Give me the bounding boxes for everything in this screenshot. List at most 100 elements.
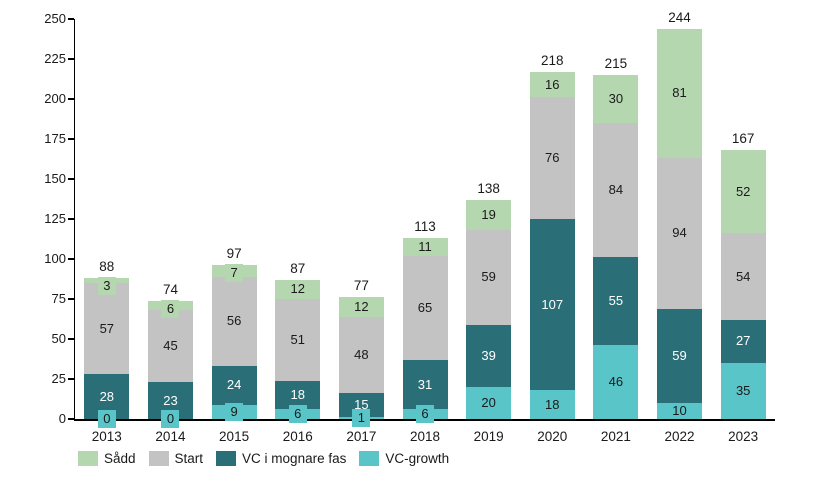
segment-value-label: 65 [417,299,433,315]
x-axis-tick-label: 2020 [537,429,568,444]
bar-segment-2022-sadd [657,28,703,159]
segment-value-label: 23 [163,392,178,408]
bar-total-label: 87 [290,260,306,276]
legend-item-start: Start [148,451,204,466]
bar-segment-2016-vc-i-mognare-fas [275,380,321,410]
x-axis-tick-label: 2018 [409,429,441,444]
legend-swatch-start [148,451,169,466]
y-axis-tick-label: 0 [58,411,66,426]
bar-segment-2017-start [338,316,384,394]
bar-segment-2020-vc-growth [529,390,575,419]
legend-label: VC i mognare fas [242,451,347,466]
segment-value-label: 94 [672,225,687,241]
bar-segment-2019-vc-growth [466,387,512,419]
bar-segment-2013-start [84,283,130,375]
x-axis-tick-label: 2016 [282,429,313,444]
segment-value-label: 56 [226,313,242,329]
y-axis-tick [67,18,74,20]
segment-value-label: 15 [354,397,369,413]
bar-segment-2014-start [147,310,193,383]
y-axis-tick-label: 25 [51,371,66,386]
legend-item-vc-growth: VC-growth [359,451,449,466]
bar-segment-2019-vc-i-mognare-fas [466,324,512,387]
bar-segment-2020-sadd [529,71,575,98]
segment-value-label: 81 [672,85,687,101]
segment-value-label: 35 [735,383,751,398]
bar-segment-2023-vc-growth [720,363,766,419]
y-axis-tick-label: 200 [44,91,66,106]
bar-total-label: 138 [477,180,500,196]
bar-segment-2022-vc-i-mognare-fas [657,308,703,403]
y-axis-tick [67,298,74,300]
segment-value-label: 76 [545,150,560,166]
segment-value-badge: 1 [352,409,371,428]
bar-segment-2017-sadd [338,297,384,317]
y-axis-tick [67,338,74,340]
legend-swatch-vc-i-mognare-fas [216,451,237,466]
segment-value-label: 48 [354,347,369,362]
x-axis-tick-label: 2015 [219,429,250,444]
y-axis-tick-label: 250 [44,11,66,26]
legend-swatch-sadd [78,451,98,466]
segment-value-badge: 0 [97,410,116,428]
segment-value-label: 18 [290,387,305,402]
segment-value-label: 59 [481,269,496,285]
y-axis-tick-label: 50 [51,331,66,346]
bar-total-label: 215 [604,56,628,71]
segment-value-badge: 6 [161,299,180,318]
bar-segment-2021-sadd [593,75,639,123]
segment-value-label: 46 [608,374,624,390]
segment-value-label: 12 [354,299,369,314]
x-axis-tick-label: 2021 [600,429,631,444]
y-axis-tick [67,138,74,140]
segment-value-label: 45 [163,338,178,354]
legend-label: Sådd [104,451,136,466]
bar-segment-2018-start [402,255,448,360]
segment-value-label: 55 [608,293,624,309]
bar-segment-2016-sadd [275,279,321,299]
segment-value-label: 39 [481,347,496,363]
segment-value-label: 12 [290,281,305,297]
legend-label: Start [174,451,204,466]
bar-segment-2019-start [466,230,512,325]
bar-segment-2015-start [211,276,257,367]
x-axis-tick-label: 2017 [346,429,377,444]
segment-value-label: 30 [608,91,624,106]
bar-segment-2018-vc-i-mognare-fas [402,359,448,410]
bar-segment-2021-vc-growth [593,345,639,419]
bar-total-label: 244 [668,9,691,25]
segment-value-label: 59 [672,347,687,363]
segment-value-label: 52 [735,183,751,199]
segment-value-label: 31 [417,376,433,392]
bar-total-label: 74 [162,281,178,297]
bar-segment-2023-start [720,233,766,320]
y-axis-tick-label: 100 [44,251,66,266]
segment-value-label: 27 [735,333,751,349]
chart-legend: Sådd Start VC i mognare fas VC-growth [78,451,449,466]
legend-swatch-vc-growth [359,451,380,466]
segment-value-label: 11 [418,239,432,254]
bar-total-label: 97 [226,246,242,262]
segment-value-label: 51 [290,331,305,347]
bar-segment-2020-start [529,97,575,219]
segment-value-label: 84 [608,182,624,198]
y-axis-tick-label: 225 [44,51,66,66]
y-axis-tick [67,178,74,180]
bar-segment-2023-sadd [720,150,766,234]
bar-segment-2022-vc-growth [657,403,703,419]
bar-segment-2015-vc-i-mognare-fas [211,366,257,405]
segment-value-label: 107 [541,296,564,312]
segment-value-badge: 9 [225,402,244,421]
y-axis-tick-label: 125 [44,211,66,226]
x-axis-tick-label: 2022 [664,429,695,444]
y-axis-tick [67,418,74,420]
bar-segment-2019-sadd [466,199,512,231]
segment-value-label: 20 [481,395,496,410]
y-axis-line [73,19,75,421]
y-axis-tick [67,98,74,100]
bar-segment-2022-start [657,158,703,309]
segment-value-badge: 7 [225,264,244,283]
segment-value-label: 54 [735,268,751,284]
segment-value-label: 28 [99,388,115,404]
y-axis-tick [67,218,74,220]
